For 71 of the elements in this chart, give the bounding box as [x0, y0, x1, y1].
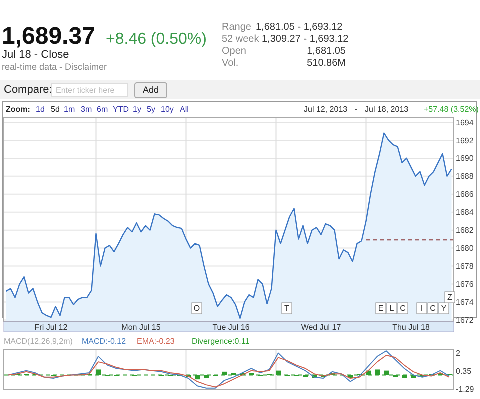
annotation: E [378, 304, 384, 313]
news-flag: C [398, 302, 408, 314]
text: +57.48 (3.52%) [424, 105, 480, 114]
text: 1m [64, 105, 76, 114]
annotation: T [284, 304, 290, 313]
news-flag: Y [438, 302, 450, 314]
y-tick-label: 1694 [456, 118, 474, 128]
text: - [355, 105, 358, 114]
news-flag: C [428, 302, 438, 314]
y-tick-label: 2 [456, 349, 461, 358]
text: MACD:-0.12 [82, 337, 127, 346]
news-flag: T [282, 302, 292, 314]
text: Zoom: [6, 105, 30, 114]
text: 1,309.27 - 1,693.12 [262, 34, 350, 45]
text: 1d [36, 105, 45, 114]
y-tick-label: 1682 [456, 226, 474, 236]
chart-title: 1,689.37 [2, 23, 96, 50]
text: Range [222, 22, 252, 33]
y-tick-label: 1690 [456, 154, 474, 164]
chart-title: MACD(12,26,9,2m) [4, 337, 74, 346]
y-tick-label: -1.29 [456, 385, 475, 394]
annotation: Y [441, 304, 448, 313]
text: 1y [133, 105, 142, 114]
y-tick-label: 1688 [456, 172, 474, 182]
text: 510.86M [307, 58, 346, 69]
annotation: Z [448, 293, 453, 302]
x-tick-label: Tue Jul 16 [212, 323, 250, 332]
y-tick-label: 1684 [456, 208, 474, 218]
x-tick-label: Thu Jul 18 [392, 323, 430, 332]
annotation: I [420, 304, 424, 313]
chart-subtitle: +8.46 (0.50%) [106, 31, 207, 48]
text: 6m [97, 105, 108, 114]
text: Jul 12, 2013 [304, 105, 348, 114]
text: Add [142, 85, 160, 95]
text: 3m [81, 105, 92, 114]
text: Compare: [4, 84, 52, 96]
y-tick-label: 1692 [456, 136, 474, 146]
y-tick-label: 1678 [456, 262, 474, 272]
y-tick-label: 1680 [456, 244, 474, 254]
text: Jul 18 - Close [2, 49, 70, 61]
text: Enter ticker here [56, 86, 116, 95]
text: YTD [113, 105, 130, 114]
x-tick-label: Wed Jul 17 [301, 323, 342, 332]
text: 10y [161, 105, 174, 114]
y-tick-label: 1674 [456, 298, 474, 308]
x-tick-label: Fri Jul 12 [34, 323, 68, 332]
text: Divergence:0.11 [192, 337, 250, 346]
text: EMA:-0.23 [137, 337, 176, 346]
annotation: C [400, 304, 406, 313]
news-flag: I [416, 302, 428, 314]
news-flag: E [376, 302, 386, 314]
y-tick-label: 1686 [456, 190, 474, 200]
text: Jul 18, 2013 [365, 105, 410, 114]
x-tick-label: Mon Jul 15 [122, 323, 162, 332]
text: Vol. [222, 58, 239, 69]
annotation: L [390, 304, 395, 313]
text: real-time data - Disclaimer [2, 62, 108, 72]
text: 5y [147, 105, 156, 114]
y-tick-label: 1672 [456, 316, 474, 326]
news-flag: L [386, 302, 398, 314]
text: 1,681.05 - 1,693.12 [256, 22, 344, 33]
y-tick-label: 0.35 [456, 367, 472, 376]
text: Open [222, 46, 246, 57]
annotation: C [430, 304, 436, 313]
news-flag: Z [444, 292, 456, 304]
y-tick-label: 1676 [456, 280, 474, 290]
text: 5d [51, 105, 60, 114]
text: 1,681.05 [307, 46, 346, 57]
text: 52 week [222, 34, 260, 45]
news-flag: O [192, 302, 202, 314]
text: All [180, 105, 190, 114]
